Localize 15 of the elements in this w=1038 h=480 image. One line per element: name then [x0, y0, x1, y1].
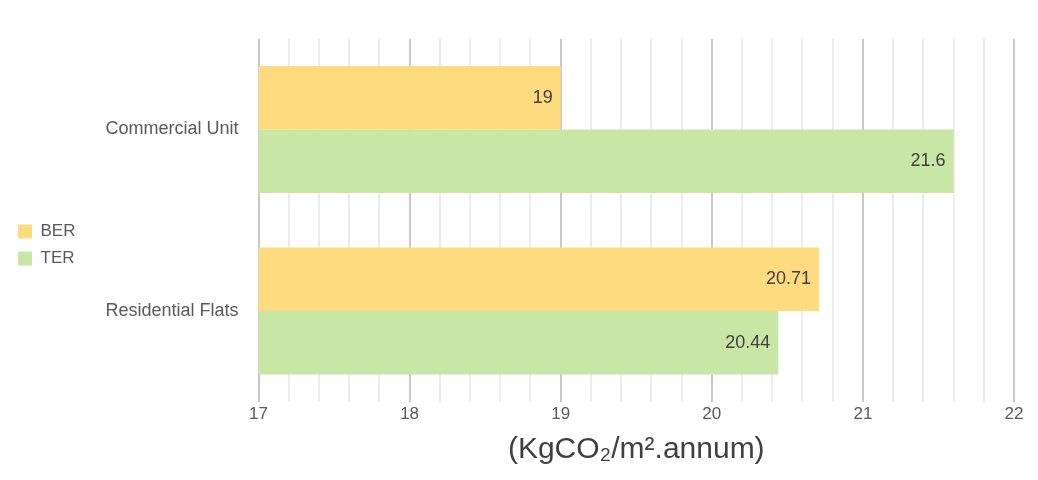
- data-label: 20.71: [766, 268, 812, 289]
- x-tick-label: 17: [249, 404, 268, 424]
- x-tick-label: 22: [1004, 404, 1024, 424]
- y-tick-label: Commercial Unit: [105, 118, 239, 139]
- y-tick-label: Residential Flats: [105, 299, 239, 320]
- data-label: 19: [532, 86, 553, 107]
- x-tick-label: 19: [551, 404, 571, 424]
- data-label: 21.6: [910, 150, 946, 171]
- x-axis-title: (KgCO₂/m².annum): [507, 431, 765, 465]
- x-tick-label: 20: [702, 404, 722, 424]
- data-label: 20.44: [725, 331, 771, 352]
- x-tick-label: 21: [853, 404, 873, 424]
- legend-label: BER: [40, 221, 76, 241]
- legend-label: TER: [40, 248, 75, 268]
- x-tick-label: 18: [400, 404, 420, 424]
